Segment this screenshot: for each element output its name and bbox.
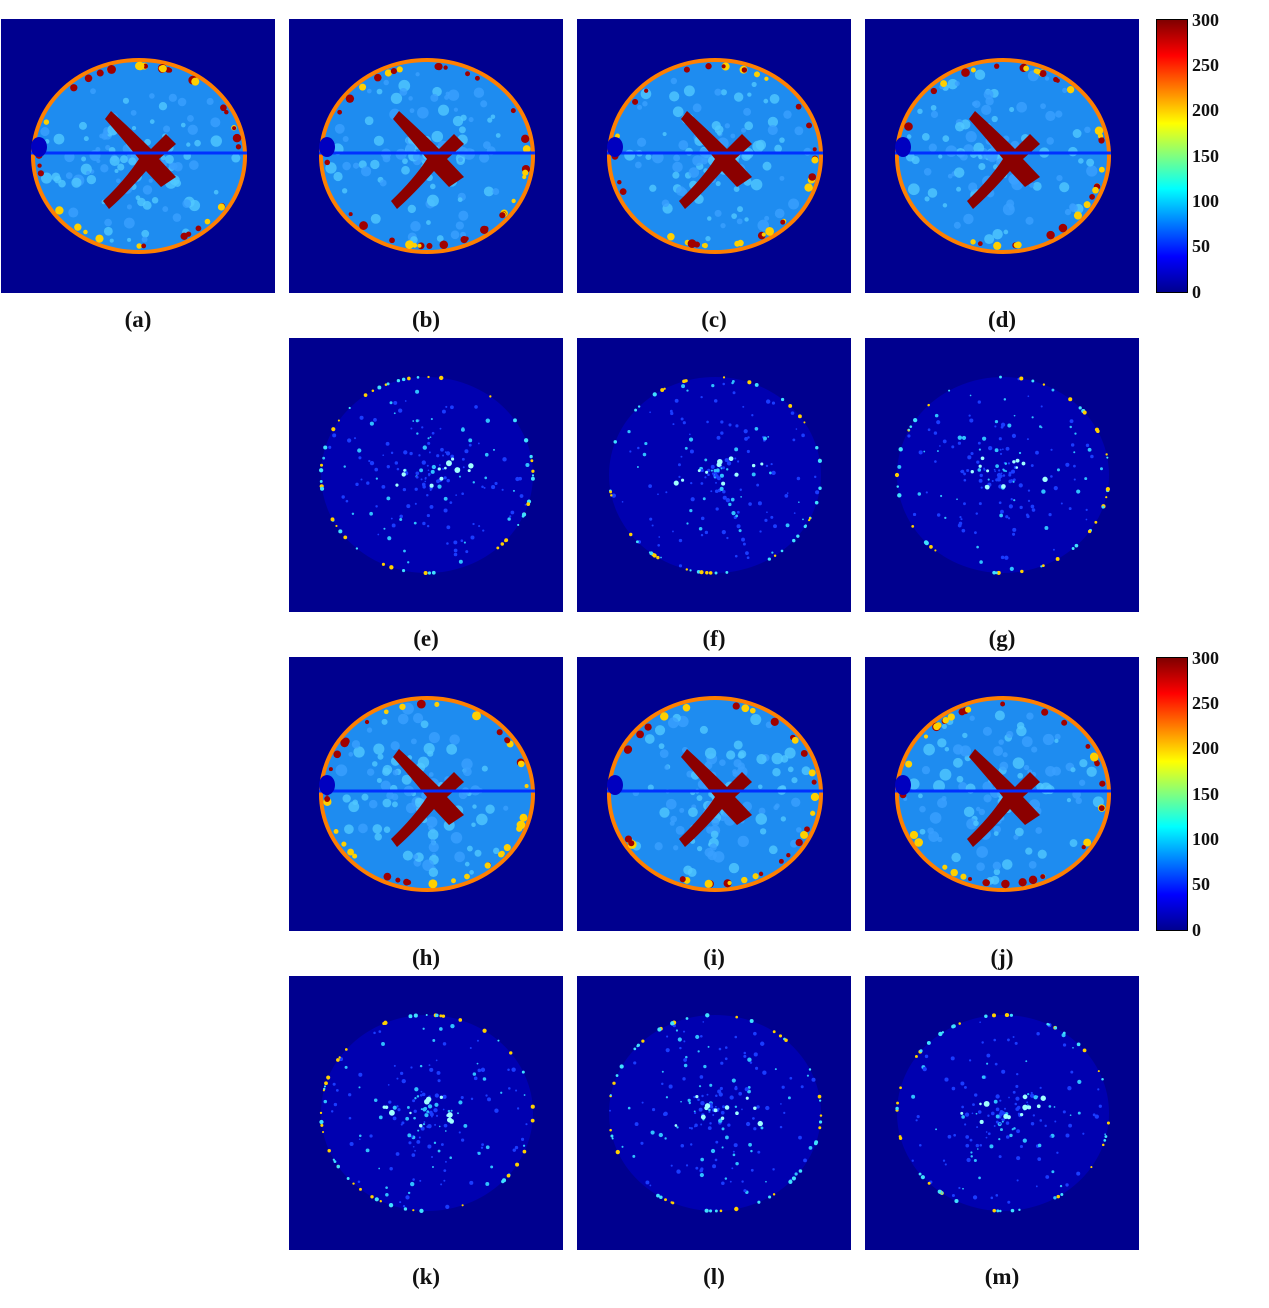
- panel-label-d: (d): [987, 307, 1017, 332]
- colorbar-bottom-tick: 300: [1192, 648, 1219, 668]
- brain-image-h: [319, 696, 535, 892]
- panel-b: [289, 19, 563, 293]
- brain-image-f: [608, 376, 822, 575]
- panel-m: [865, 976, 1139, 1250]
- panel-label-a: (a): [124, 307, 152, 332]
- colorbar-bottom-tick: 200: [1192, 738, 1219, 758]
- brain-image-k: [319, 1013, 535, 1214]
- panel-l: [577, 976, 851, 1250]
- panel-label-f: (f): [702, 626, 726, 651]
- panel-label-c: (c): [701, 307, 727, 332]
- panel-i: [577, 657, 851, 931]
- colorbar-top-tick: 100: [1192, 191, 1219, 211]
- colorbar-top-tick: 200: [1192, 100, 1219, 120]
- brain-image-a: [31, 58, 247, 254]
- panel-f: [577, 338, 851, 612]
- brain-image-j: [895, 696, 1111, 892]
- brain-image-e: [318, 375, 535, 575]
- panel-j: [865, 657, 1139, 931]
- brain-image-g: [894, 375, 1110, 575]
- panel-g: [865, 338, 1139, 612]
- panel-label-g: (g): [988, 626, 1016, 651]
- panel-e: [289, 338, 563, 612]
- panel-c: [577, 19, 851, 293]
- colorbar-top-tick: 50: [1192, 236, 1210, 256]
- colorbar-top-tick: 0: [1192, 282, 1201, 302]
- panel-a: [1, 19, 275, 293]
- colorbar-top: [1156, 19, 1188, 293]
- colorbar-bottom-tick: 0: [1192, 920, 1201, 940]
- brain-image-c: [607, 58, 823, 254]
- panel-label-i: (i): [703, 945, 725, 970]
- panel-label-e: (e): [413, 626, 439, 651]
- colorbar-bottom-tick: 250: [1192, 693, 1219, 713]
- brain-image-l: [609, 1013, 823, 1213]
- colorbar-bottom-tick: 50: [1192, 874, 1210, 894]
- panel-h: [289, 657, 563, 931]
- panel-k: [289, 976, 563, 1250]
- colorbar-bottom-tick: 100: [1192, 829, 1219, 849]
- colorbar-top-tick: 250: [1192, 55, 1219, 75]
- colorbar-bottom: [1156, 657, 1188, 931]
- panel-d: [865, 19, 1139, 293]
- brain-image-m: [895, 1013, 1110, 1213]
- brain-image-i: [607, 696, 823, 892]
- colorbar-bottom-tick: 150: [1192, 784, 1219, 804]
- colorbar-top-tick: 300: [1192, 10, 1219, 30]
- panel-label-h: (h): [411, 945, 441, 970]
- panel-label-j: (j): [990, 945, 1014, 970]
- panel-label-b: (b): [411, 307, 441, 332]
- panel-label-m: (m): [984, 1264, 1020, 1289]
- colorbar-top-tick: 150: [1192, 146, 1219, 166]
- panel-label-l: (l): [703, 1264, 725, 1289]
- panel-label-k: (k): [411, 1264, 441, 1289]
- brain-image-b: [319, 58, 535, 254]
- brain-image-d: [895, 58, 1111, 254]
